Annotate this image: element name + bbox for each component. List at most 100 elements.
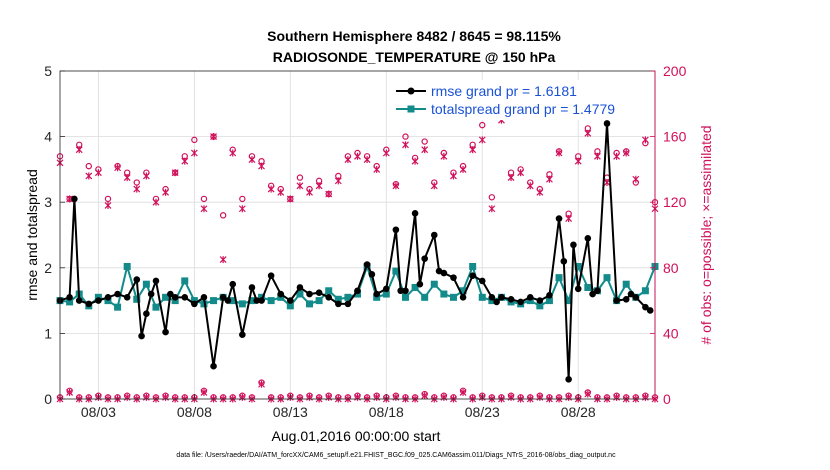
obs-assimilated-marker <box>344 156 352 164</box>
rmse-point <box>536 297 544 304</box>
rmse-point <box>224 297 232 304</box>
obs-assimilated-marker <box>613 152 621 160</box>
y-left-tick-label: 4 <box>44 129 52 145</box>
rmse-point <box>646 307 654 314</box>
obs-assimilated-marker <box>229 149 237 157</box>
totalspread-point <box>584 283 592 291</box>
rmse-point <box>416 280 424 288</box>
legend: rmse grand pr = 1.6181 totalspread grand… <box>393 80 653 120</box>
rmse-point <box>104 294 112 301</box>
obs-assimilated-marker <box>258 380 265 388</box>
totalspread-point <box>181 277 189 285</box>
rmse-point <box>200 294 208 301</box>
rmse-point <box>560 257 568 265</box>
obs-assimilated-marker <box>181 157 189 165</box>
y-right-tick-label: 0 <box>663 391 671 407</box>
totalspread-point <box>421 293 429 301</box>
obs-possible-marker <box>488 194 496 201</box>
totalspread-point <box>286 302 294 310</box>
totalspread-point <box>430 280 438 288</box>
obs-assimilated-marker <box>171 169 179 177</box>
obs-possible-marker <box>239 195 246 203</box>
rmse-point <box>162 328 169 336</box>
obs-assimilated-marker <box>306 188 313 196</box>
rmse-point <box>584 234 592 242</box>
rmse-point <box>478 277 486 285</box>
totalspread-point <box>296 290 304 298</box>
rmse-point <box>368 271 376 278</box>
rmse-point <box>507 295 515 303</box>
obs-assimilated-marker <box>526 182 534 190</box>
rmse-point <box>253 297 261 304</box>
obs-assimilated-marker <box>392 182 400 190</box>
rmse-point <box>123 294 131 301</box>
totalspread-point <box>325 287 333 295</box>
rmse-point <box>440 269 448 277</box>
totalspread-point <box>66 298 74 306</box>
obs-assimilated-marker <box>565 215 573 223</box>
rmse-point <box>627 290 635 298</box>
totalspread-point <box>382 290 390 298</box>
rmse-point <box>143 310 150 318</box>
obs-assimilated-marker <box>296 182 304 190</box>
totalspread-point <box>449 293 457 301</box>
rmse-point <box>363 261 371 268</box>
legend-rmse-marker <box>407 87 415 95</box>
rmse-point <box>133 276 141 283</box>
totalspread-point <box>238 300 246 308</box>
y-right-tick-label: 80 <box>663 260 679 276</box>
obs-possible-marker <box>85 162 92 170</box>
data-file-footer: data file: /Users/raeder/DAI/ATM_forcXX/… <box>176 452 616 459</box>
y-right-tick-label: 120 <box>663 194 687 210</box>
rmse-point <box>171 294 179 301</box>
rmse-point <box>488 294 496 301</box>
totalspread-point <box>334 295 342 303</box>
totalspread-point <box>603 274 611 282</box>
rmse-point <box>210 362 217 370</box>
obs-assimilated-marker <box>94 169 102 177</box>
totalspread-point <box>411 283 419 291</box>
obs-possible-marker <box>104 195 112 203</box>
obs-assimilated-marker <box>210 133 217 141</box>
rmse-point <box>555 215 563 222</box>
rmse-point <box>411 210 419 217</box>
obs-assimilated-marker <box>133 185 141 193</box>
obs-assimilated-marker <box>123 174 131 182</box>
obs-assimilated-marker <box>402 141 409 149</box>
obs-assimilated-marker <box>238 205 246 213</box>
rmse-point <box>229 280 237 288</box>
rmse-point <box>315 289 323 297</box>
totalspread-point <box>469 262 477 270</box>
y-right-tick-label: 40 <box>663 325 679 341</box>
obs-assimilated-marker <box>507 174 515 182</box>
obs-assimilated-marker <box>363 156 371 164</box>
chart-title: Southern Hemisphere 8482 / 8645 = 98.115… <box>267 28 561 44</box>
rmse-point <box>594 287 601 295</box>
rmse-point <box>397 287 404 295</box>
totalspread-point <box>229 297 237 305</box>
obs-assimilated-marker <box>574 157 582 165</box>
x-tick-label: 08/28 <box>561 404 596 420</box>
obs-assimilated-marker <box>114 164 122 172</box>
obs-assimilated-marker <box>190 149 198 157</box>
y-axis-left-label: rmse and totalspread <box>24 169 40 301</box>
legend-spread-label: totalspread grand pr = 1.4779 <box>431 101 615 117</box>
totalspread-point <box>555 274 563 282</box>
obs-assimilated-marker <box>584 129 592 137</box>
obs-assimilated-marker <box>632 175 640 183</box>
totalspread-point <box>152 303 160 311</box>
rmse-point <box>450 274 457 281</box>
y-left-tick-label: 3 <box>44 194 52 210</box>
rmse-point <box>267 272 275 279</box>
obs-possible-marker <box>133 179 140 186</box>
rmse-point <box>181 294 189 301</box>
y-left-tick-label: 1 <box>44 325 52 341</box>
totalspread-point <box>574 262 582 270</box>
obs-assimilated-marker <box>411 157 419 165</box>
obs-assimilated-marker <box>488 205 496 213</box>
rmse-point <box>589 290 596 298</box>
obs-assimilated-marker <box>478 136 486 144</box>
rmse-point <box>296 284 304 291</box>
obs-assimilated-marker <box>459 388 467 396</box>
